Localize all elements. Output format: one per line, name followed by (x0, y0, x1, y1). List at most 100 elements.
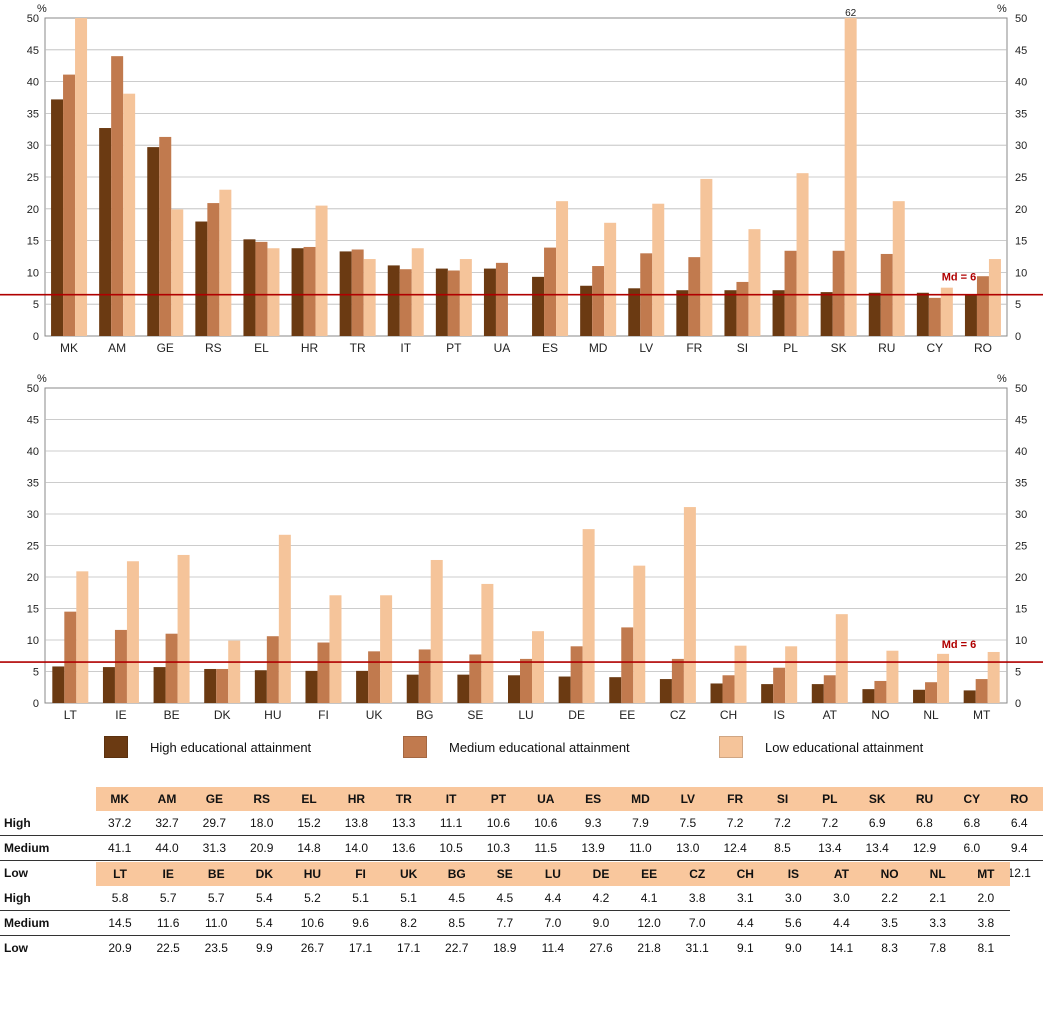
table-cell: 6.0 (948, 835, 996, 861)
table-row-medium: Medium 14.5 11.6 11.0 5.4 10.6 9.6 8.2 8.5 7.7 7.0… (0, 910, 1010, 936)
chart2-ytick-right: 35 (1015, 478, 1027, 490)
chart2-bar-high-nl (913, 689, 926, 703)
column-header-fr: FR (711, 787, 759, 811)
chart1-bar-high-el (243, 239, 256, 336)
chart1-ytick-right: 40 (1015, 77, 1027, 89)
chart2-ytick-right: 0 (1015, 698, 1021, 710)
table-cell: 37.2 (96, 811, 144, 836)
chart2-ytick-left: 0 (33, 698, 39, 710)
row-label-low: Low (4, 941, 28, 955)
column-header-ru: RU (900, 787, 949, 811)
chart2-ytick-left: 15 (27, 604, 39, 616)
chart2-bar-medium-ch (722, 675, 735, 703)
chart2-bar-high-lt (52, 666, 65, 703)
table-cell: 3.0 (769, 886, 818, 911)
chart1-ytick-right: 30 (1015, 140, 1027, 152)
table-cell: 2.0 (961, 886, 1010, 911)
column-header-uk: UK (384, 862, 433, 886)
table-cell: 9.3 (569, 811, 617, 836)
chart1-ytick-left: 30 (27, 140, 39, 152)
column-header-ge: GE (190, 787, 239, 811)
chart2-xtick-bg: BG (416, 708, 433, 722)
column-header-bg: BG (432, 862, 481, 886)
table-cell: 26.7 (300, 941, 325, 955)
column-header-lt: LT (96, 862, 145, 886)
chart2-xtick-lt: LT (64, 708, 78, 722)
chart2-bar-high-uk (356, 670, 369, 703)
table-cell: 31.3 (190, 835, 239, 861)
chart1-bar-high-ro (964, 295, 977, 336)
chart2-bar-high-bg (406, 674, 419, 703)
table-cell: 17.1 (348, 941, 373, 955)
chart1-bar-high-rs (195, 221, 208, 336)
column-header-nl: NL (913, 862, 962, 886)
table-cell: 3.1 (721, 886, 770, 911)
chart2-bar-medium-bg (418, 649, 431, 703)
chart2-bar-low-mt (987, 651, 1000, 703)
chart1-ytick-left: 40 (27, 77, 39, 89)
chart2-bar-medium-de (570, 646, 583, 703)
table-cell: 13.8 (332, 811, 381, 836)
chart1-xtick-el: EL (254, 341, 269, 355)
chart2-bar-low-lu (532, 631, 544, 703)
chart2-bar-medium-se (469, 654, 482, 703)
chart1-ytick-right: 10 (1015, 267, 1027, 279)
chart1-bar-low-sk (844, 18, 857, 336)
chart1-ytick-right: 20 (1015, 204, 1027, 216)
chart2-xtick-ch: CH (720, 708, 737, 722)
table-cell: 7.0 (673, 910, 722, 936)
table-cell: 11.4 (541, 941, 565, 955)
legend-swatch-medium (403, 736, 427, 758)
chart1-xtick-it: IT (400, 341, 411, 355)
table-cell: 7.8 (929, 941, 946, 955)
chart2-bar-medium-be (165, 633, 178, 703)
chart1-bar-high-hr (291, 248, 304, 336)
chart2-bar-high-lu (508, 675, 520, 703)
chart1-bar-high-md (580, 285, 593, 336)
chart1-bar-low-ro (988, 259, 1001, 336)
table-cell: 14.1 (829, 941, 854, 955)
chart2-bar-low-bg (430, 559, 443, 703)
table-cell: 9.0 (576, 910, 626, 936)
legend-item-high: High educational attainment (104, 736, 311, 758)
legend-label-high: High educational attainment (150, 739, 312, 755)
table-cell: 5.1 (336, 886, 385, 911)
chart1-ytick-right: 25 (1015, 172, 1027, 184)
column-header-cz: CZ (673, 862, 722, 886)
chart2-ytick-right: 20 (1015, 572, 1027, 584)
table-cell: 9.4 (995, 835, 1043, 861)
chart1-bar-medium-tr (351, 249, 364, 336)
legend: High educational attainment Medium educa… (0, 736, 1043, 760)
table-cell: 8.1 (977, 941, 995, 955)
chart1-bar-medium-hr (303, 246, 316, 336)
chart1-bar-high-fr (676, 290, 689, 336)
legend-item-low: Low educational attainment (719, 736, 923, 758)
table-cell: 22.7 (445, 941, 469, 955)
table-cell: 32.7 (143, 811, 191, 836)
chart2-bar-medium-nl (925, 682, 938, 703)
chart2-bar-medium-cz (671, 658, 684, 703)
chart1-xtick-ru: RU (878, 341, 895, 355)
chart1-bar-low-it (411, 248, 424, 336)
table-cell: 4.4 (721, 910, 770, 936)
table-cell: 5.2 (288, 886, 337, 911)
legend-swatch-high (104, 736, 128, 758)
table-cell: 4.4 (528, 886, 577, 911)
chart1-bar-high-ge (147, 147, 160, 336)
chart1-bar-low-pt (459, 259, 472, 336)
chart1-overflow-label: 62 (845, 8, 857, 19)
table-cell: 12.0 (625, 910, 674, 936)
table-cell: 7.2 (711, 811, 759, 836)
chart2-bar-low-is (785, 646, 798, 703)
column-header-cy: CY (948, 787, 996, 811)
column-header-it: IT (427, 787, 475, 811)
data-table-1: MK AM GE RS EL HR TR IT PT UA ES MD LV FR SI PL SK RU CY RO… (0, 787, 1043, 885)
chart1-ytick-left: 50 (27, 13, 39, 25)
chart1-xtick-sk: SK (831, 341, 847, 355)
chart1-ytick-left: 45 (27, 45, 39, 57)
chart2-bar-medium-lt (64, 611, 77, 703)
table-cell: 13.0 (664, 835, 712, 861)
column-header-hr: HR (332, 787, 381, 811)
chart1-xtick-ge: GE (157, 341, 174, 355)
chart1-xtick-lv: LV (639, 341, 653, 355)
